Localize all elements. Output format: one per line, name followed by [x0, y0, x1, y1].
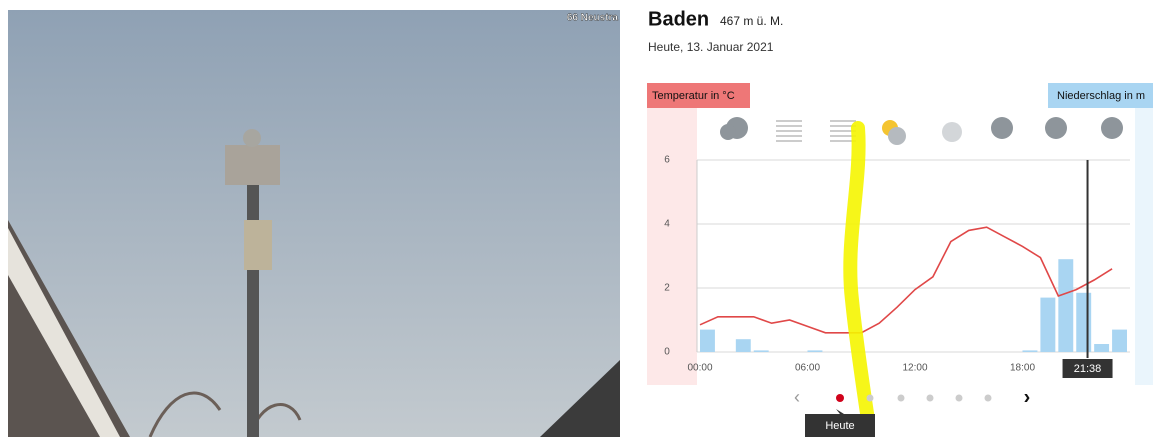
plot: 0 2 4 6 00:00 06:00 12:00 18:00 21:38 — [664, 155, 1130, 378]
page-dot[interactable] — [956, 395, 963, 402]
page-dot[interactable] — [836, 394, 844, 402]
precip-bar — [1040, 298, 1055, 352]
y-tick-label: 0 — [664, 347, 670, 358]
location-title: Baden — [648, 8, 709, 30]
x-tick-label: 12:00 — [902, 363, 927, 374]
screen: 66 Neustra Baden 467 m ü. M. Heute, 13. … — [0, 0, 1153, 437]
prev-arrow[interactable]: ‹ — [794, 387, 800, 407]
y-tick-label: 2 — [664, 283, 670, 294]
precip-bar — [808, 350, 823, 352]
photo: 66 Neustra — [8, 10, 620, 437]
page-dot[interactable] — [927, 395, 934, 402]
page-dot[interactable] — [985, 395, 992, 402]
date: Heute, 13. Januar 2021 — [648, 40, 774, 54]
y-axis-label: Temperatur in °C — [652, 90, 735, 102]
precip-bar — [700, 330, 715, 352]
y2-axis-label: Niederschlag in m — [1057, 90, 1145, 102]
precip-bar — [736, 339, 751, 352]
pager: ‹ › Heute — [794, 386, 1030, 437]
scribble — [850, 128, 868, 420]
next-arrow[interactable]: › — [1024, 386, 1031, 408]
precip-bar — [1076, 293, 1091, 352]
altitude: 467 m ü. M. — [720, 14, 783, 28]
axis-band — [647, 108, 697, 385]
now-label: 21:38 — [1074, 363, 1102, 375]
axis-band — [1135, 108, 1153, 385]
photo-caption: 66 Neustra — [567, 13, 619, 24]
x-tick-label: 18:00 — [1010, 363, 1035, 374]
page-dot[interactable] — [898, 395, 905, 402]
y-tick-label: 6 — [664, 155, 670, 166]
x-tick-label: 00:00 — [687, 363, 712, 374]
precip-bar — [754, 350, 769, 352]
precip-bar — [1112, 330, 1127, 352]
page-dot[interactable] — [867, 395, 874, 402]
precip-bar — [1058, 259, 1073, 352]
page: 66 Neustra Baden 467 m ü. M. Heute, 13. … — [0, 0, 1153, 437]
precip-bar — [1094, 344, 1109, 352]
tooltip-text: Heute — [825, 420, 854, 432]
y-tick-label: 4 — [664, 219, 670, 230]
weather-icons — [720, 117, 1123, 145]
x-tick-label: 06:00 — [795, 363, 820, 374]
precip-bar — [1023, 350, 1038, 352]
